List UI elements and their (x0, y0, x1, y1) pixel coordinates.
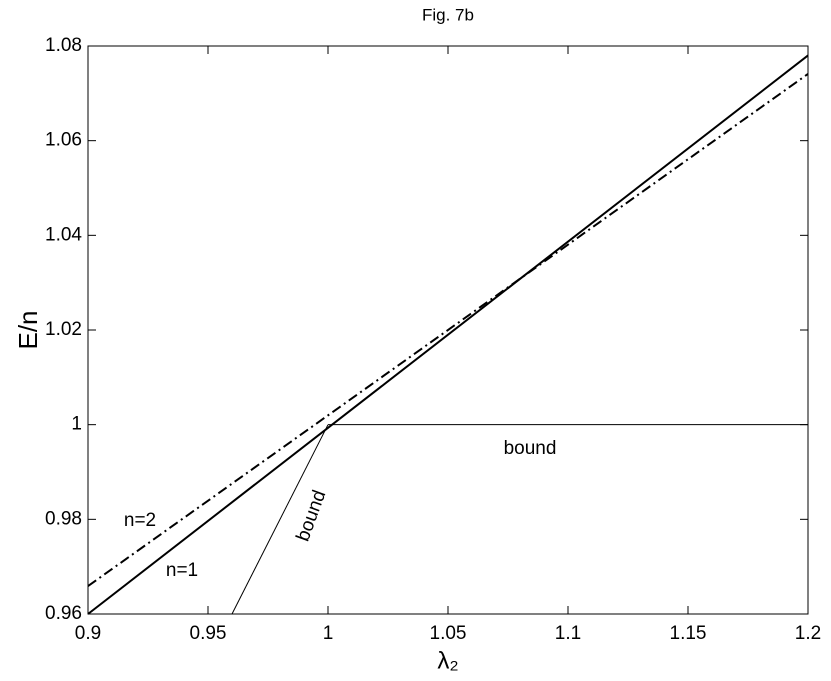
chart-title: Fig. 7b (422, 5, 474, 24)
series-line (87, 73, 809, 587)
y-tick-label: 1.02 (45, 319, 82, 340)
x-axis-label: λ₂ (437, 647, 458, 674)
annotation: n=1 (166, 560, 198, 581)
y-axis-label: E/n (13, 310, 43, 349)
series-line (87, 54, 809, 615)
y-tick-label: 0.98 (45, 508, 82, 529)
y-tick-label: 1.04 (45, 224, 82, 245)
x-tick-label: 1.2 (795, 623, 821, 644)
x-tick-label: 0.95 (190, 623, 227, 644)
series-line (231, 424, 329, 615)
x-tick-label: 1.05 (430, 623, 467, 644)
x-tick-label: 1.15 (670, 623, 707, 644)
annotation: n=2 (124, 510, 156, 531)
x-tick-label: 1 (323, 623, 334, 644)
annotation: bound (504, 438, 557, 459)
y-tick-label: 1.06 (45, 130, 82, 151)
y-tick-label: 0.96 (45, 603, 82, 624)
x-tick-label: 1.1 (555, 623, 581, 644)
y-tick-label: 1 (71, 414, 82, 435)
y-tick-label: 1.08 (45, 35, 82, 56)
x-tick-label: 0.9 (75, 623, 101, 644)
